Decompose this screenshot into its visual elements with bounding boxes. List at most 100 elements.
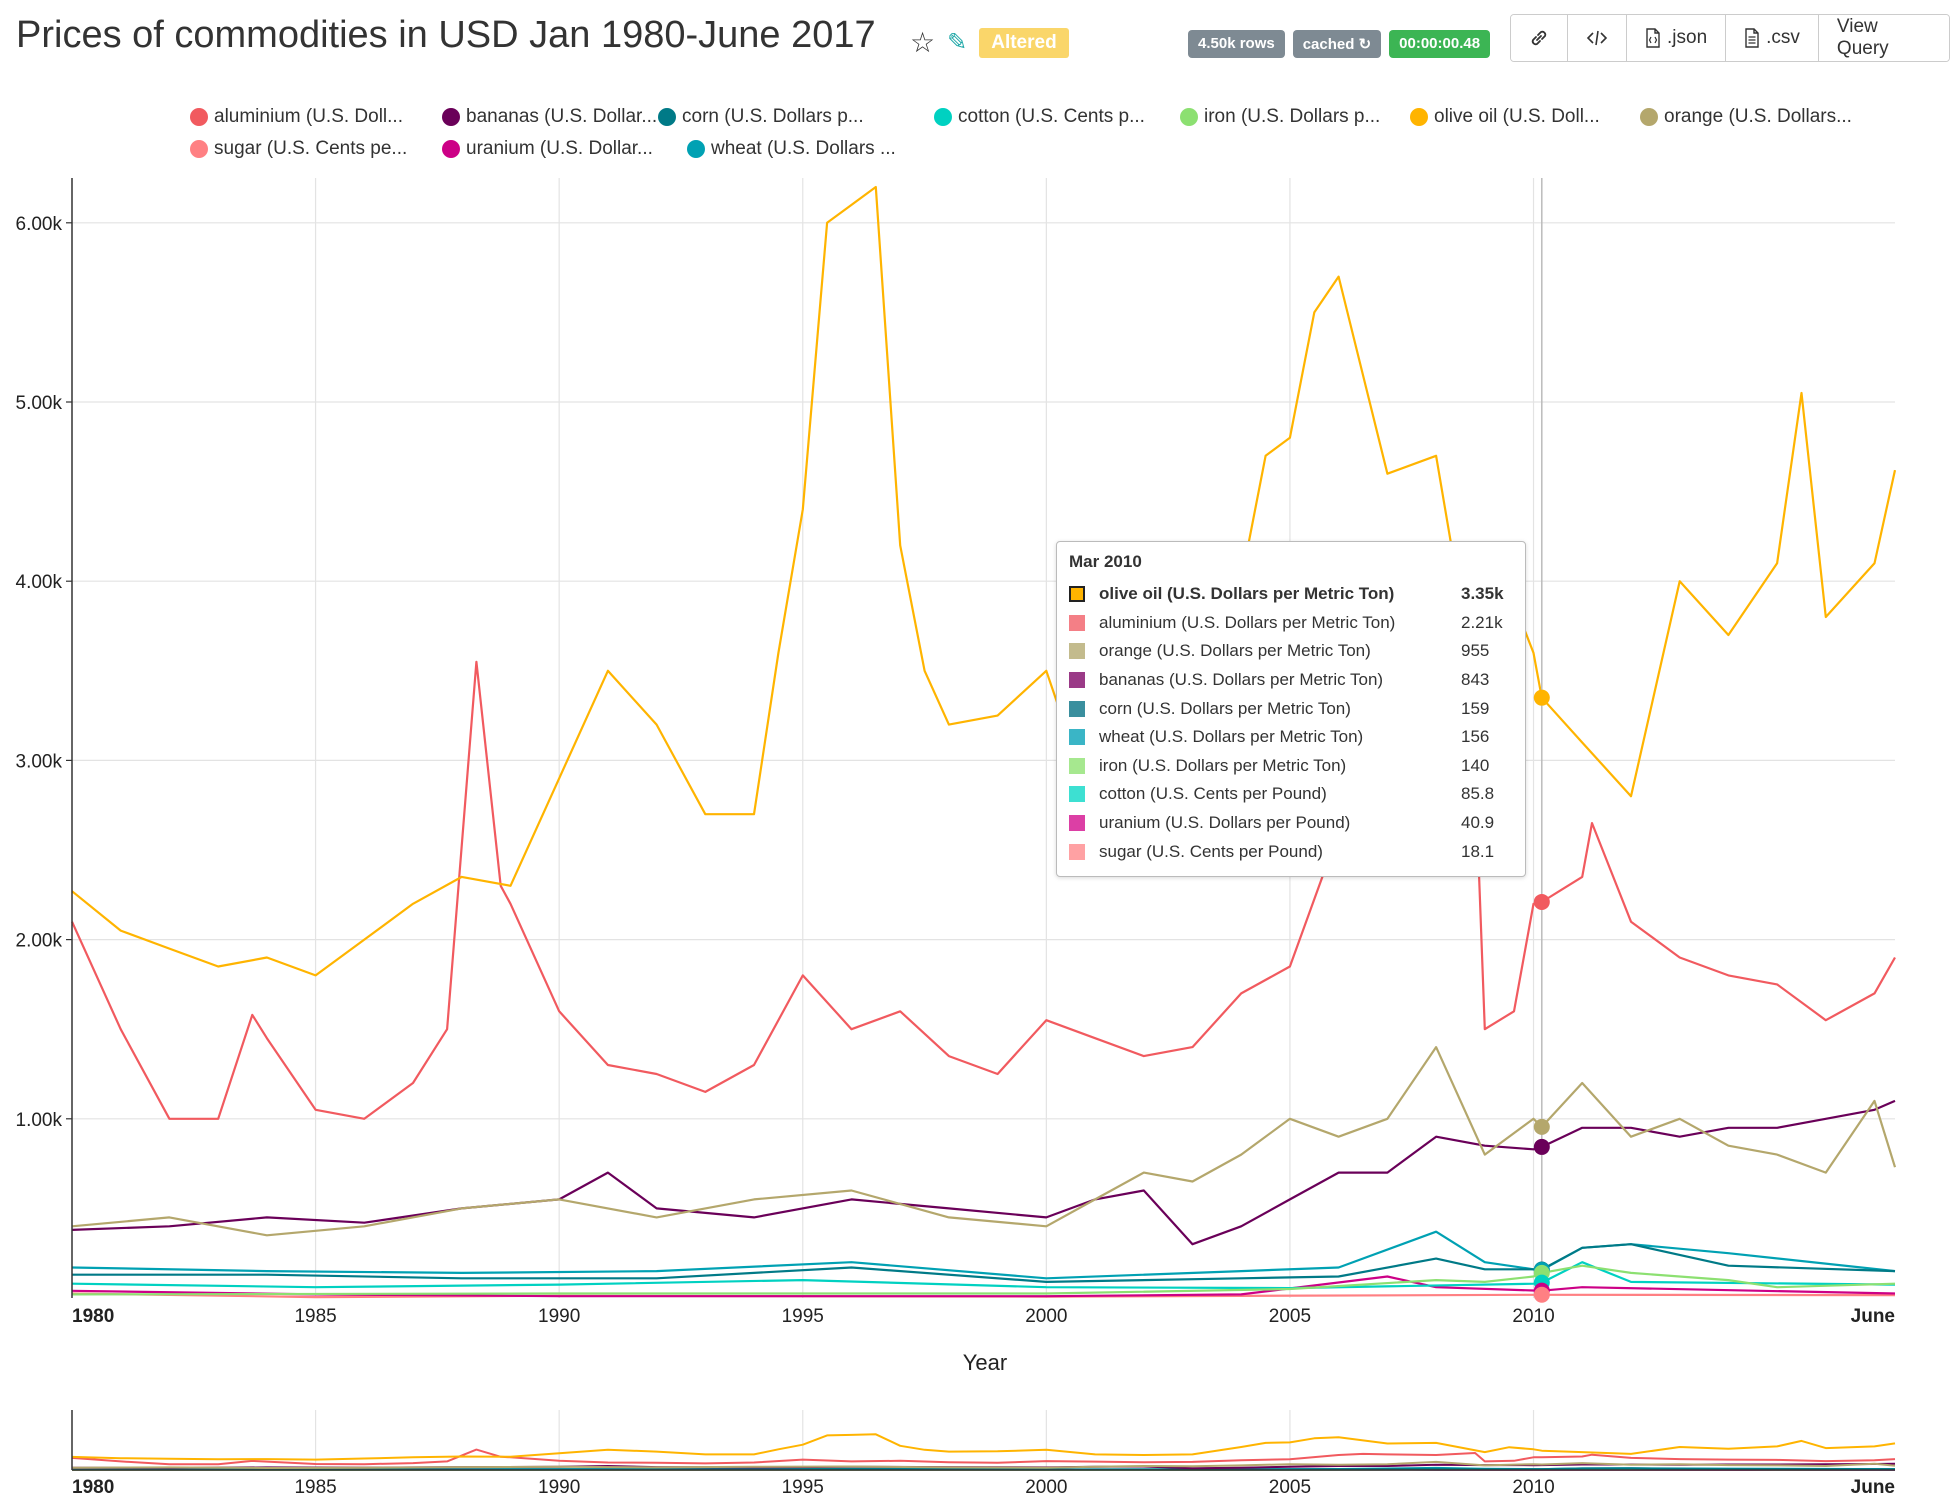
view-query-button[interactable]: View Query <box>1818 15 1949 61</box>
legend-item[interactable]: wheat (U.S. Dollars ... <box>687 138 896 160</box>
brush-tick-label: 2005 <box>1269 1477 1311 1498</box>
x-tick-label: 2010 <box>1512 1306 1554 1327</box>
tooltip-value: 18.1 <box>1461 841 1495 861</box>
tooltip-value: 159 <box>1461 698 1490 718</box>
title-icons: ☆ ✎ Altered <box>910 28 1069 58</box>
hover-marker <box>1533 1264 1550 1281</box>
y-tick-label: 6.00k <box>16 214 63 235</box>
tooltip-label: aluminium (U.S. Dollars per Metric Ton) <box>1099 612 1396 632</box>
brush-tick-label: 1990 <box>538 1477 580 1498</box>
legend-item[interactable]: cotton (U.S. Cents p... <box>934 106 1145 128</box>
legend-dot <box>190 108 208 126</box>
tooltip-label: uranium (U.S. Dollars per Pound) <box>1099 813 1351 833</box>
legend-label: orange (U.S. Dollars... <box>1664 106 1852 127</box>
tooltip-row: iron (U.S. Dollars per Metric Ton) 140 <box>1069 752 1513 781</box>
legend-item[interactable]: orange (U.S. Dollars... <box>1640 106 1852 128</box>
code-icon <box>1586 30 1608 46</box>
tooltip-label: cotton (U.S. Cents per Pound) <box>1099 784 1327 804</box>
legend-label: iron (U.S. Dollars p... <box>1204 106 1381 127</box>
series-line <box>71 1099 1896 1246</box>
tooltip-swatch <box>1069 729 1085 746</box>
tooltip-value: 843 <box>1461 670 1490 690</box>
legend-dot <box>442 108 460 126</box>
csv-export-button[interactable]: .csv <box>1726 15 1819 61</box>
header: Prices of commodities in USD Jan 1980-Ju… <box>0 0 1950 80</box>
toolbar: .json .csv View Query <box>1510 14 1950 62</box>
tooltip-label: wheat (U.S. Dollars per Metric Ton) <box>1099 727 1364 747</box>
hover-marker <box>1533 689 1550 706</box>
json-label: .json <box>1667 27 1708 48</box>
tooltip-swatch <box>1069 643 1085 660</box>
legend-dot <box>934 108 952 126</box>
tooltip-swatch <box>1069 786 1085 803</box>
legend-item[interactable]: aluminium (U.S. Doll... <box>190 106 403 128</box>
hover-marker <box>1533 1286 1550 1303</box>
legend-dot <box>1640 108 1658 126</box>
tooltip-value: 3.35k <box>1461 584 1504 604</box>
tooltip-swatch <box>1069 672 1085 689</box>
series-line <box>71 1261 1896 1290</box>
legend-label: aluminium (U.S. Doll... <box>214 106 403 127</box>
query-time-badge: 00:00:00.48 <box>1389 30 1491 58</box>
legend-item[interactable]: sugar (U.S. Cents pe... <box>190 138 407 160</box>
tooltip-label: sugar (U.S. Cents per Pound) <box>1099 841 1323 861</box>
tooltip-row: wheat (U.S. Dollars per Metric Ton) 156 <box>1069 723 1513 752</box>
brush-area <box>72 1410 1895 1470</box>
brush-tick-label: 1985 <box>294 1477 336 1498</box>
series-line <box>71 1045 1897 1237</box>
tooltip-value: 955 <box>1461 641 1490 661</box>
tooltip-swatch <box>1069 757 1085 774</box>
edit-icon[interactable]: ✎ <box>947 29 968 56</box>
hover-marker <box>1533 893 1550 910</box>
brush-tick-label: June <box>1851 1477 1895 1498</box>
legend-item[interactable]: iron (U.S. Dollars p... <box>1180 106 1380 128</box>
x-tick-label: 2000 <box>1025 1306 1067 1327</box>
x-tick-label: 1990 <box>538 1306 580 1327</box>
cached-badge[interactable]: cached ↻ <box>1292 30 1382 58</box>
link-button[interactable] <box>1511 15 1568 61</box>
brush-series-line <box>71 1448 1896 1466</box>
rows-badge: 4.50k rows <box>1188 30 1285 58</box>
legend-item[interactable]: corn (U.S. Dollars p... <box>658 106 864 128</box>
x-tick-label: 1995 <box>782 1306 824 1327</box>
brush-series-line <box>71 1462 1896 1470</box>
tooltip-label: corn (U.S. Dollars per Metric Ton) <box>1099 698 1351 718</box>
tooltip-row: uranium (U.S. Dollars per Pound) 40.9 <box>1069 809 1513 838</box>
legend-dot <box>687 140 705 158</box>
brush-series-line <box>71 1468 1896 1471</box>
tooltip-swatch <box>1069 815 1085 832</box>
tooltip-label: olive oil (U.S. Dollars per Metric Ton) <box>1099 584 1395 604</box>
json-export-button[interactable]: .json <box>1627 15 1727 61</box>
chart-tooltip: Mar 2010 olive oil (U.S. Dollars per Met… <box>1056 541 1526 877</box>
brush-series-line <box>71 1433 1896 1461</box>
legend-label: olive oil (U.S. Doll... <box>1434 106 1600 127</box>
brush-series-line <box>72 1467 1896 1471</box>
legend-label: sugar (U.S. Cents pe... <box>214 138 408 159</box>
legend-item[interactable]: uranium (U.S. Dollar... <box>442 138 653 160</box>
brush-series-line <box>71 1467 1896 1471</box>
legend-label: wheat (U.S. Dollars ... <box>711 138 896 159</box>
series-line <box>71 1292 1896 1299</box>
legend-item[interactable]: olive oil (U.S. Doll... <box>1410 106 1600 128</box>
y-tick-label: 4.00k <box>16 572 63 593</box>
embed-code-button[interactable] <box>1568 15 1627 61</box>
tooltip-row: olive oil (U.S. Dollars per Metric Ton) 3… <box>1069 580 1513 609</box>
hover-marker <box>1533 1282 1550 1299</box>
star-icon[interactable]: ☆ <box>910 27 936 58</box>
status-badges: 4.50k rows cached ↻ 00:00:00.48 <box>1188 30 1491 58</box>
brush-series-line <box>71 1460 1896 1469</box>
tooltip-swatch <box>1069 614 1085 631</box>
legend-label: bananas (U.S. Dollar... <box>466 106 658 127</box>
altered-badge: Altered <box>979 28 1069 58</box>
series-line <box>72 1243 1896 1284</box>
y-tick-label: 3.00k <box>16 751 63 772</box>
hover-marker <box>1533 1261 1550 1278</box>
legend-item[interactable]: bananas (U.S. Dollar... <box>442 106 657 128</box>
y-tick-label: 1.00k <box>16 1110 63 1131</box>
tooltip-row: bananas (U.S. Dollars per Metric Ton) 843 <box>1069 666 1513 695</box>
csv-file-icon <box>1745 28 1759 48</box>
tooltip-label: iron (U.S. Dollars per Metric Ton) <box>1099 755 1347 775</box>
tooltip-swatch <box>1069 586 1085 603</box>
hover-marker <box>1533 1262 1550 1279</box>
